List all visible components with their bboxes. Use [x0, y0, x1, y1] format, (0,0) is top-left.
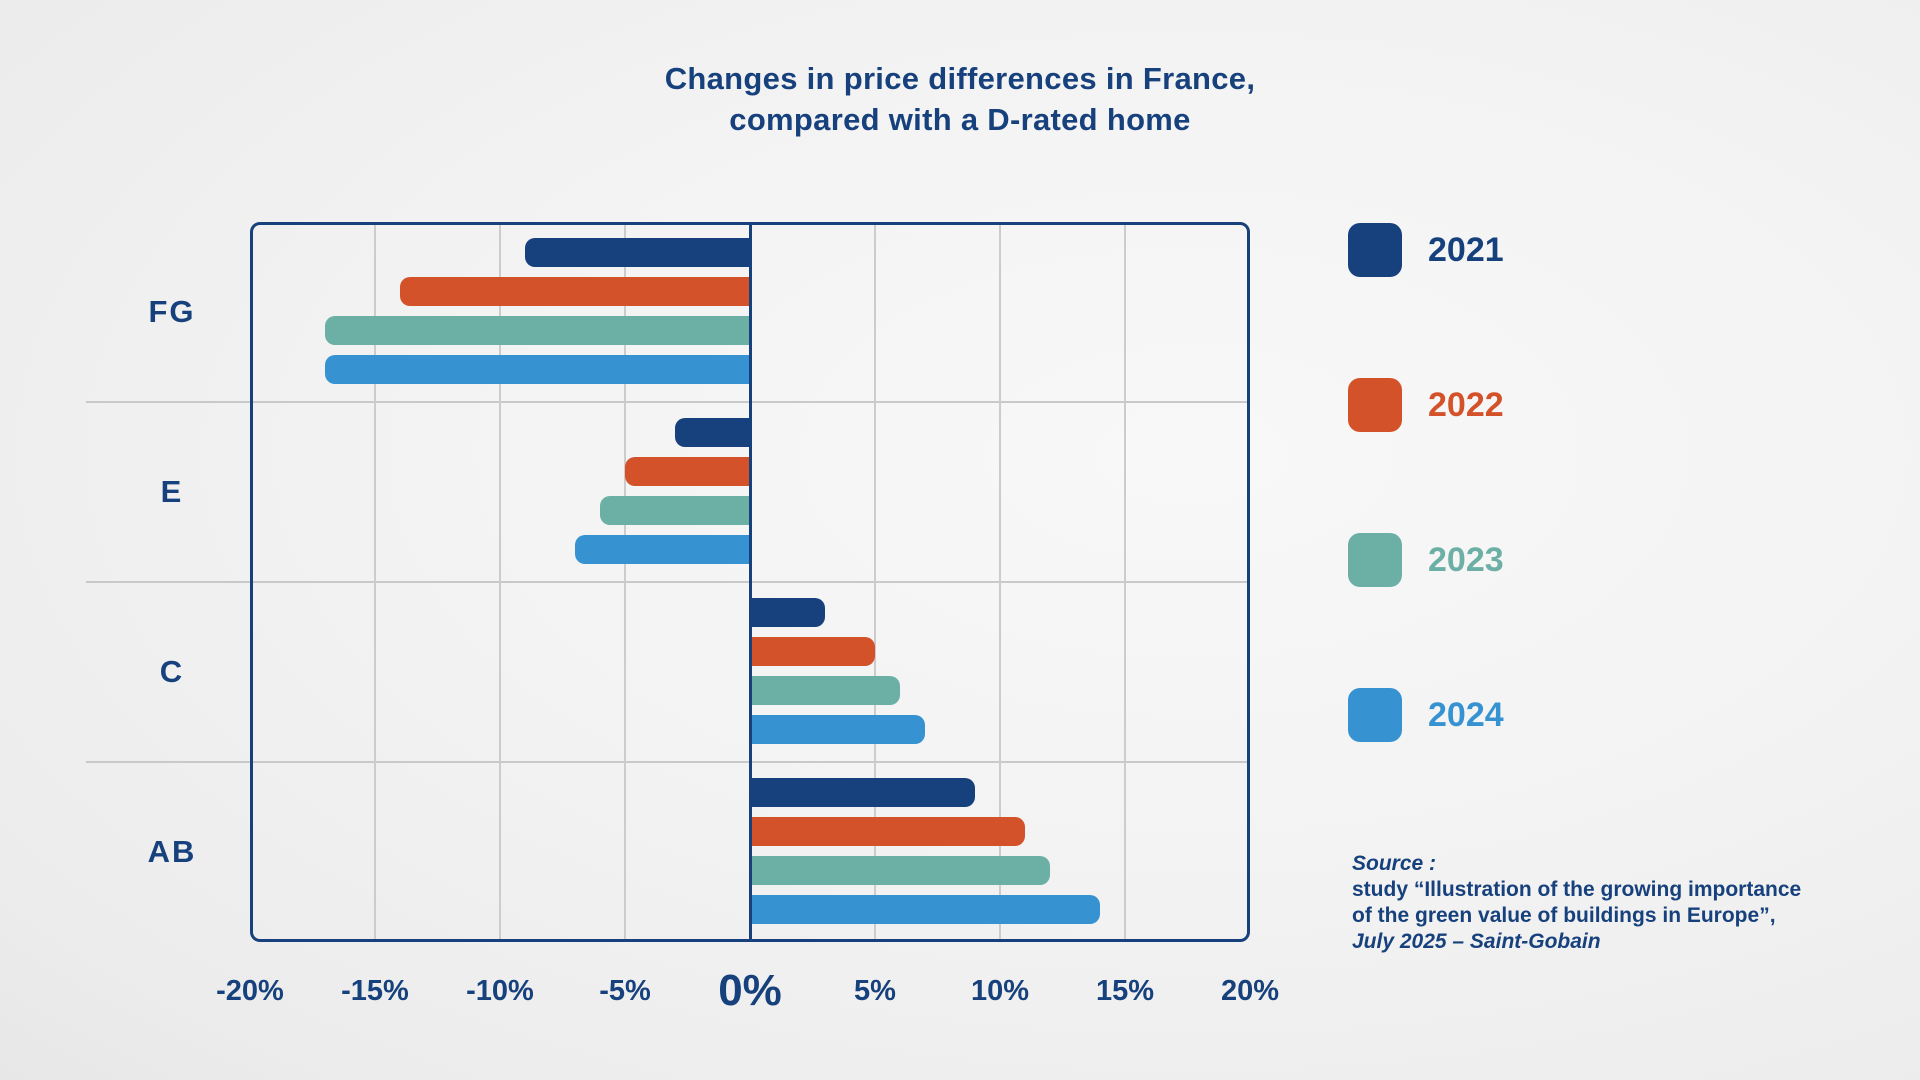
- category-label: E: [160, 474, 184, 509]
- legend-label: 2024: [1428, 695, 1504, 734]
- bar: [750, 676, 900, 705]
- x-axis-tick-label: 15%: [1095, 975, 1155, 1007]
- legend-item: 2022: [1348, 378, 1504, 432]
- bar: [600, 496, 750, 525]
- legend-swatch: [1348, 688, 1402, 742]
- x-axis-tick-label: 5%: [854, 975, 896, 1007]
- bar: [400, 277, 750, 306]
- chart-title: Changes in price differences in France, …: [0, 58, 1920, 140]
- source-study-line-2: of the green value of buildings in Europ…: [1352, 904, 1776, 927]
- category-label: AB: [147, 834, 197, 869]
- x-axis-tick-label: -15%: [341, 975, 409, 1007]
- legend-swatch: [1348, 533, 1402, 587]
- bar: [675, 418, 750, 447]
- legend-swatch: [1348, 223, 1402, 277]
- legend-label: 2021: [1428, 230, 1504, 269]
- source-study-line-1: study “Illustration of the growing impor…: [1352, 878, 1802, 901]
- x-axis-tick-label: -10%: [466, 975, 534, 1007]
- source-note: Source : study “Illustration of the grow…: [1352, 851, 1872, 955]
- x-axis-tick-label: 20%: [1220, 975, 1280, 1007]
- category-separator: [86, 401, 1250, 403]
- legend-label: 2022: [1428, 385, 1504, 424]
- category-separator: [86, 761, 1250, 763]
- x-axis-tick-label: 10%: [970, 975, 1030, 1007]
- bar: [750, 637, 875, 666]
- bar: [325, 355, 750, 384]
- legend-item: 2023: [1348, 533, 1504, 587]
- x-axis-tick-label: 0%: [718, 966, 782, 1015]
- legend-swatch: [1348, 378, 1402, 432]
- gridline-vertical: [1124, 222, 1126, 942]
- category-label: FG: [148, 294, 196, 329]
- legend-item: 2024: [1348, 688, 1504, 742]
- x-axis-tick-label: -5%: [599, 975, 651, 1007]
- bar: [625, 457, 750, 486]
- chart-title-line-2: compared with a D-rated home: [729, 102, 1191, 137]
- gridline-vertical: [374, 222, 376, 942]
- gridline-vertical: [874, 222, 876, 942]
- bar: [525, 238, 750, 267]
- legend-label: 2023: [1428, 540, 1504, 579]
- source-label: Source :: [1352, 852, 1437, 875]
- bar: [575, 535, 750, 564]
- bar: [750, 817, 1025, 846]
- bar: [750, 715, 925, 744]
- zero-axis-line: [748, 222, 752, 942]
- category-label: C: [159, 654, 185, 689]
- category-separator: [86, 581, 1250, 583]
- bar: [325, 316, 750, 345]
- bar: [750, 598, 825, 627]
- bar: [750, 856, 1050, 885]
- gridline-vertical: [999, 222, 1001, 942]
- x-axis-tick-label: -20%: [216, 975, 284, 1007]
- gridline-vertical: [624, 222, 626, 942]
- bar: [750, 895, 1100, 924]
- bar: [750, 778, 975, 807]
- chart-title-line-1: Changes in price differences in France,: [664, 61, 1256, 96]
- source-date-author: July 2025 – Saint-Gobain: [1352, 930, 1601, 953]
- gridline-vertical: [499, 222, 501, 942]
- legend-item: 2021: [1348, 223, 1504, 277]
